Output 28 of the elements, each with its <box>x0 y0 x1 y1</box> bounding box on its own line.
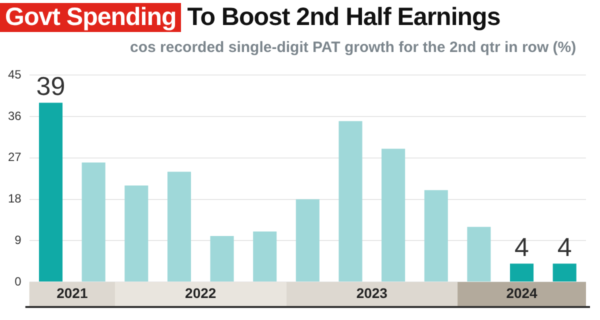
y-tick-label: 45 <box>8 68 22 82</box>
bar <box>210 236 234 282</box>
y-tick-label: 0 <box>14 274 22 288</box>
bar <box>382 148 406 282</box>
text: 2023 <box>356 284 388 301</box>
data-label: 39 <box>36 70 66 101</box>
y-tick-label: 18 <box>8 192 22 206</box>
text: 2022 <box>185 284 216 301</box>
data-label: 4 <box>557 232 572 262</box>
data-label: 4 <box>514 232 530 262</box>
bar <box>82 162 106 282</box>
bar <box>467 226 491 282</box>
bar <box>552 264 576 282</box>
bar <box>296 199 320 282</box>
bar <box>338 121 362 282</box>
bar <box>38 102 63 282</box>
y-tick-label: 36 <box>8 108 22 123</box>
y-tick-label: 27 <box>8 150 22 164</box>
text: 2021 <box>56 284 88 301</box>
bar <box>167 172 191 282</box>
text: 2024 <box>506 284 538 301</box>
y-tick-label: 9 <box>14 232 22 247</box>
chart-subtitle: cos recorded single-digit PAT growth for the 2nd qtr in row (%) <box>129 38 578 58</box>
bar <box>424 190 448 282</box>
chart-title: Govt Spending To Boost 2nd Half Earnings <box>4 2 500 32</box>
bar <box>253 231 277 282</box>
bar <box>510 264 534 282</box>
bar <box>124 185 148 282</box>
